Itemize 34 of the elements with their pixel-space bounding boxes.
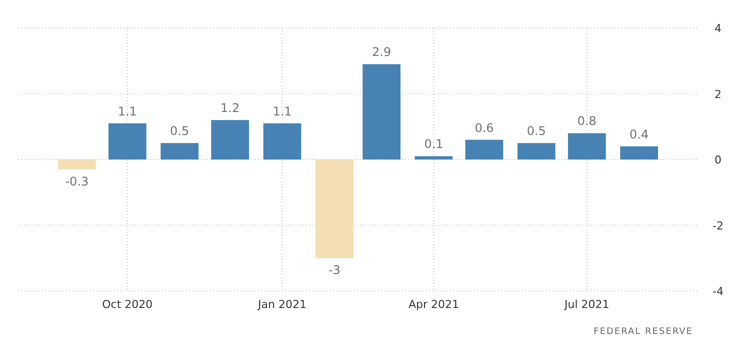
x-tick-label: Jan 2021 <box>257 298 306 311</box>
bar <box>362 64 400 160</box>
y-tick-label: 2 <box>714 88 722 101</box>
bar <box>160 143 199 160</box>
data-label: 0.6 <box>474 120 494 135</box>
data-label: 0.5 <box>526 124 546 138</box>
y-tick-label: 4 <box>714 22 722 35</box>
bar <box>620 146 658 160</box>
bar <box>568 133 606 160</box>
data-label: 0.1 <box>424 137 444 152</box>
data-label: 1.1 <box>272 104 292 118</box>
data-label: 0.5 <box>170 124 190 138</box>
bar <box>517 143 556 160</box>
bar <box>263 123 302 160</box>
y-tick-label: -4 <box>712 285 724 298</box>
bar <box>108 123 146 160</box>
x-tick-label: Oct 2020 <box>102 298 153 311</box>
bar <box>414 156 453 160</box>
bar <box>316 160 354 258</box>
data-label: -0.3 <box>65 174 89 188</box>
data-label: -3 <box>328 263 340 278</box>
x-tick-label: Jul 2021 <box>564 298 610 311</box>
y-tick-label: -2 <box>712 219 724 232</box>
y-tick-label: 0 <box>714 154 722 166</box>
data-label: 1.1 <box>118 104 137 118</box>
text: FEDERAL RESERVE <box>594 327 693 337</box>
data-label: 1.2 <box>220 101 240 116</box>
bar <box>211 120 250 160</box>
bar <box>58 160 96 170</box>
data-label: 0.8 <box>577 114 596 128</box>
data-label: 2.9 <box>372 45 392 60</box>
bar <box>465 140 504 160</box>
x-tick-label: Apr 2021 <box>408 298 460 311</box>
data-label: 0.4 <box>630 127 649 142</box>
